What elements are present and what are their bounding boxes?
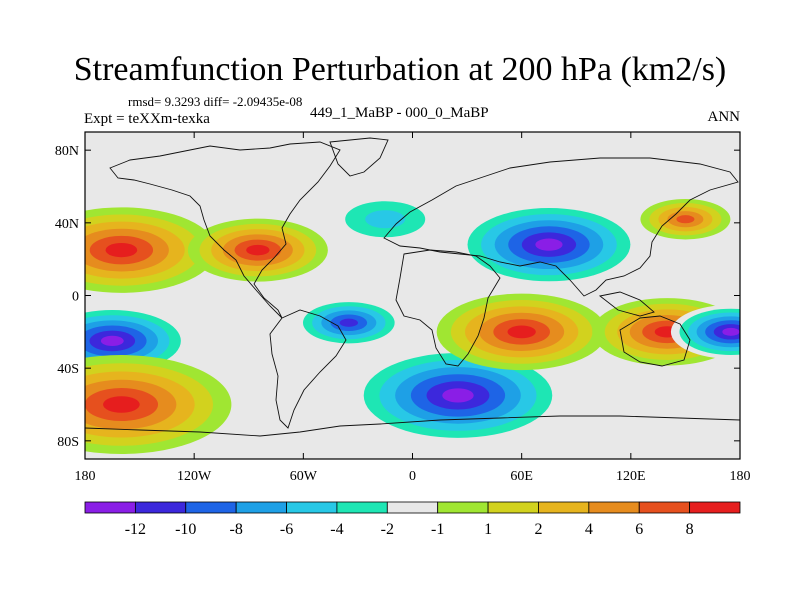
x-tick-label: 60E <box>510 469 533 484</box>
y-tick-label: 40S <box>57 362 79 377</box>
x-axis: 180 120W 60W 0 60E 120E 180 <box>75 132 751 484</box>
contour-level <box>442 388 474 403</box>
colorbar-swatch <box>689 501 741 514</box>
contour-level <box>100 335 124 347</box>
colorbar-label: 2 <box>534 521 542 538</box>
contour-level <box>105 242 138 258</box>
contour-level <box>535 238 563 251</box>
colorbar-swatch <box>286 501 338 514</box>
x-tick-label: 120E <box>616 469 646 484</box>
colorbar-label: -2 <box>381 521 394 538</box>
center-label: 449_1_MaBP - 000_0_MaBP <box>310 105 489 121</box>
colorbar-swatch <box>84 501 136 514</box>
colorbar-swatch <box>185 501 237 514</box>
contour-level <box>339 318 358 327</box>
colorbar-swatch <box>235 501 287 514</box>
season-label: ANN <box>707 109 741 125</box>
colorbar-swatch <box>487 501 539 514</box>
contour-level <box>722 327 740 336</box>
colorbar-swatch <box>538 501 590 514</box>
y-tick-label: 80N <box>55 144 79 159</box>
x-tick-label: 120W <box>177 469 212 484</box>
experiment-label: Expt = teXXm-texka <box>84 111 210 127</box>
colorbar-swatch <box>134 501 187 514</box>
x-tick-label: 60W <box>290 469 318 484</box>
colorbar-label: -8 <box>229 521 242 538</box>
y-tick-label: 40N <box>55 217 79 232</box>
stats-text: rmsd= 9.3293 diff= -2.09435e-08 <box>128 94 303 109</box>
colorbar-label: -12 <box>125 521 146 538</box>
colorbar-label: -4 <box>330 521 343 538</box>
colorbar-swatch <box>588 501 640 514</box>
colorbar-label: 8 <box>686 521 694 538</box>
y-axis: 80N 40N 0 40S 80S <box>55 144 740 450</box>
colorbar-swatch <box>638 501 691 514</box>
contour-level <box>507 325 536 339</box>
contour-level <box>365 210 406 229</box>
colorbar-label: -1 <box>431 521 444 538</box>
colorbar-swatch <box>437 501 489 514</box>
coastlines <box>85 137 740 437</box>
colorbar-label: -6 <box>280 521 293 538</box>
colorbar-swatch <box>386 501 439 514</box>
contour-level <box>246 244 270 256</box>
x-tick-label: 180 <box>75 469 96 484</box>
x-tick-label: 180 <box>730 469 751 484</box>
chart-title: Streamfunction Perturbation at 200 hPa (… <box>73 51 727 88</box>
y-tick-label: 0 <box>72 290 79 305</box>
colorbar-label: 4 <box>585 521 593 538</box>
colorbar-label: 1 <box>484 521 492 538</box>
x-tick-label: 0 <box>409 469 416 484</box>
colorbar-swatch <box>336 501 388 514</box>
colorbar-label: 6 <box>635 521 643 538</box>
contour-level <box>676 215 695 224</box>
colorbar-label: -10 <box>175 521 196 538</box>
colorbar-legend: -12 -10 -8 -6 -4 -2 -1 1 2 4 6 8 <box>84 501 741 538</box>
contour-level <box>103 396 140 413</box>
y-tick-label: 80S <box>57 435 79 450</box>
contour-fields <box>85 192 740 454</box>
